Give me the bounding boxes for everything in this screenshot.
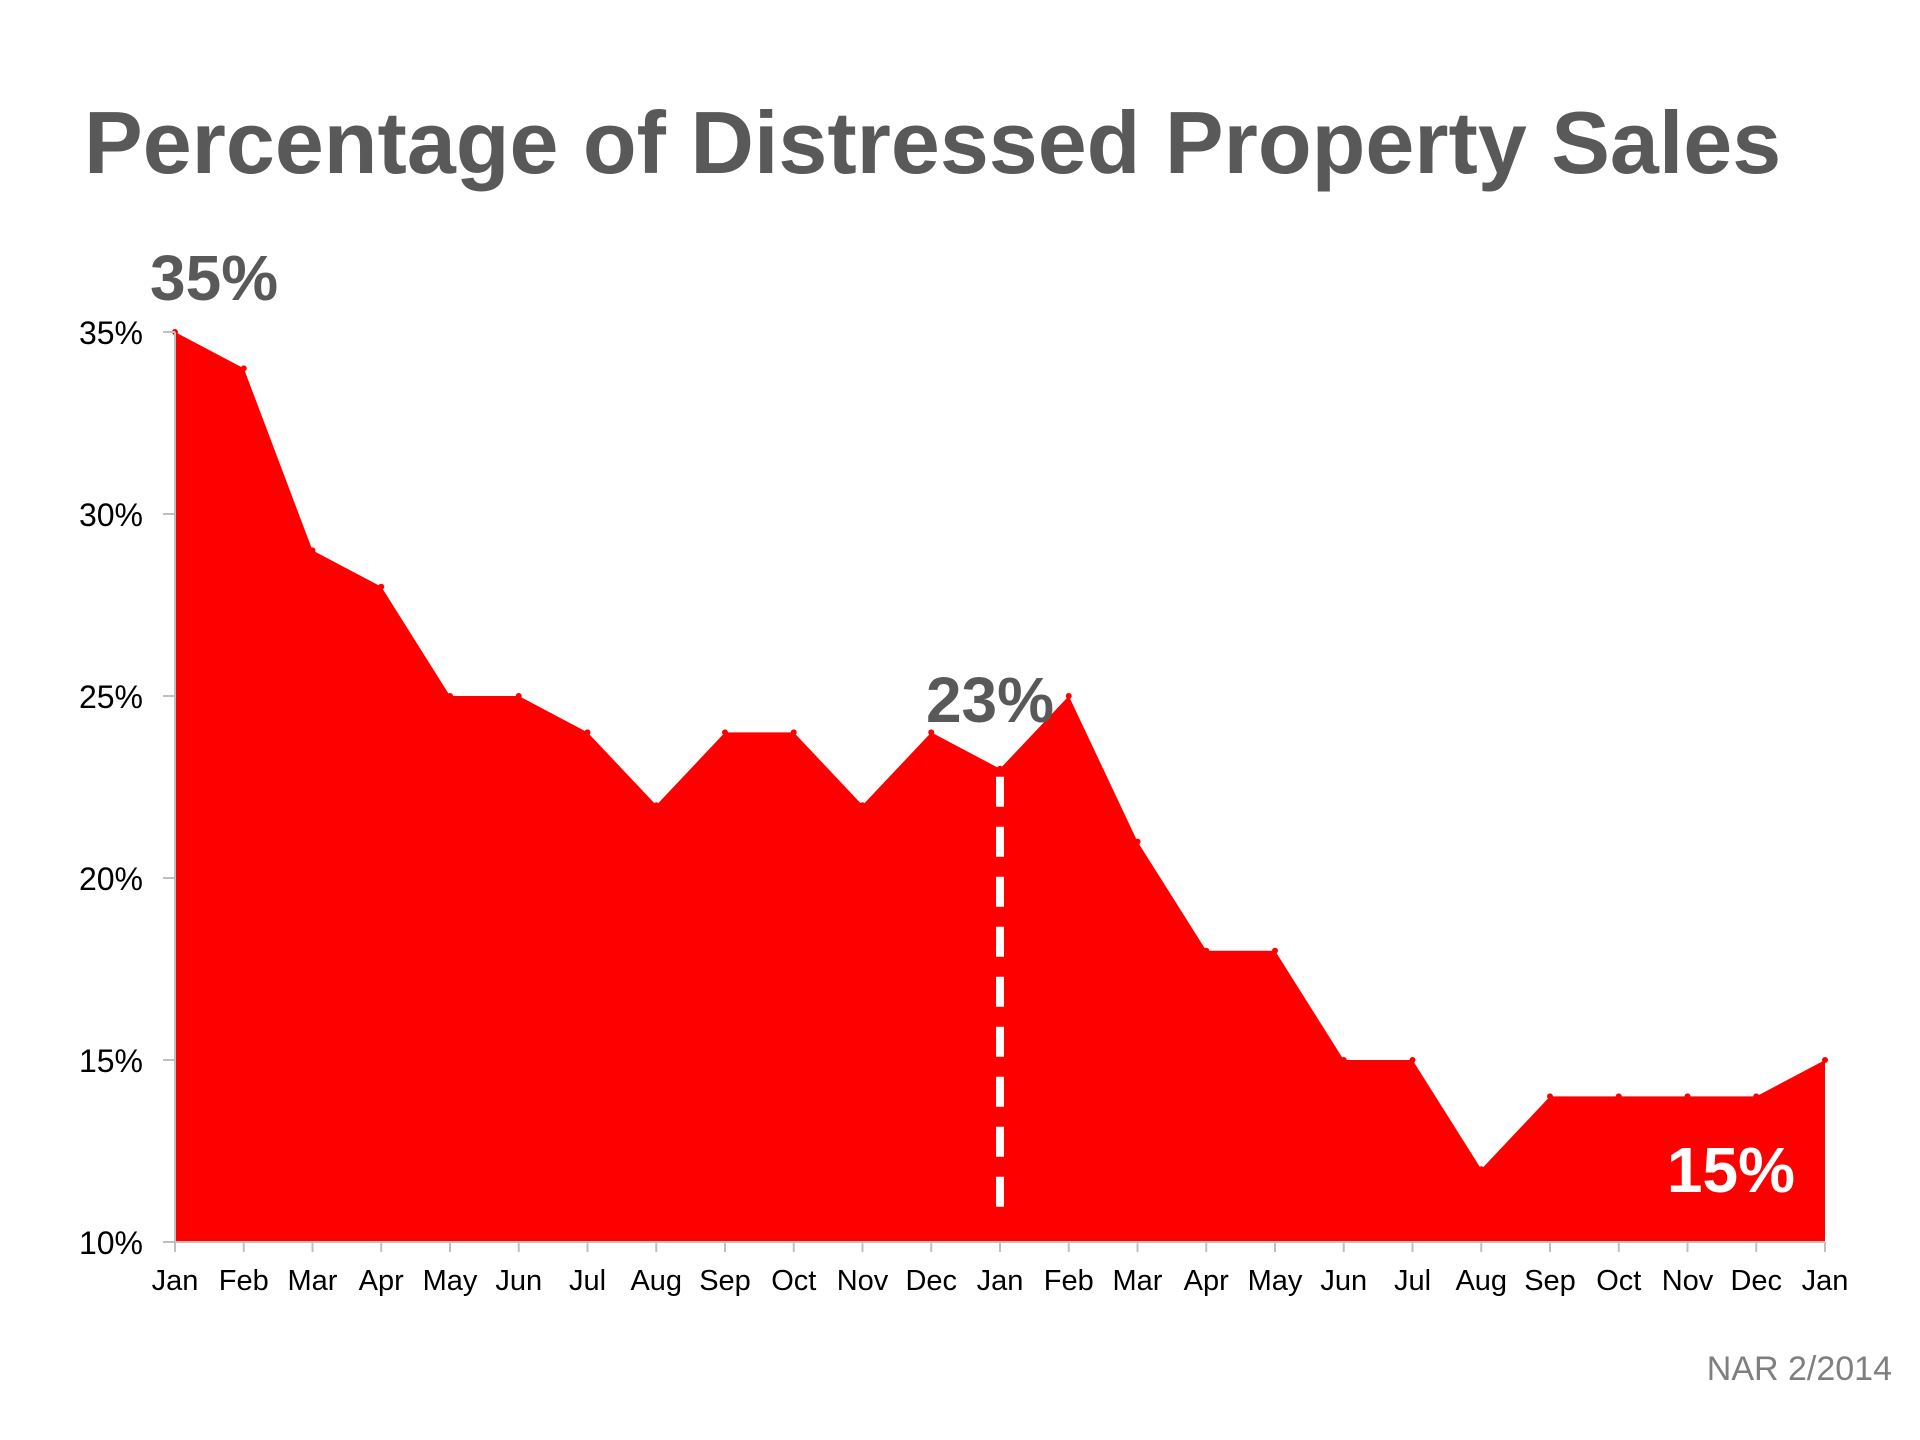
x-tick-label: Apr <box>1184 1265 1229 1297</box>
data-point <box>1272 947 1278 954</box>
data-point <box>515 693 522 699</box>
data-point <box>447 693 453 699</box>
x-tick-label: Jan <box>1802 1265 1849 1297</box>
data-point <box>790 729 797 736</box>
x-tick-label: May <box>1248 1265 1303 1297</box>
data-point <box>1203 947 1210 954</box>
x-tick-label: Mar <box>1113 1265 1163 1297</box>
x-tick-label: Jul <box>569 1265 606 1297</box>
data-point <box>722 729 728 736</box>
data-point <box>309 547 316 554</box>
data-point <box>859 802 866 809</box>
x-tick-label: Oct <box>771 1265 816 1297</box>
data-point <box>928 729 935 736</box>
y-tick-label: 30% <box>79 497 143 533</box>
x-tick-label: May <box>423 1265 478 1297</box>
x-tick-label: Jun <box>495 1265 542 1297</box>
data-point <box>1409 1057 1416 1063</box>
data-point <box>240 365 247 372</box>
data-point <box>1065 693 1072 699</box>
y-tick-label: 15% <box>79 1043 143 1079</box>
data-point <box>584 729 591 736</box>
chart-title: Percentage of Distressed Property Sales <box>84 93 1782 192</box>
y-tick-label: 25% <box>79 679 143 715</box>
x-tick-label: Oct <box>1596 1265 1641 1297</box>
data-point <box>1753 1093 1760 1100</box>
data-point <box>1134 838 1141 845</box>
x-tick-label: Nov <box>837 1265 889 1297</box>
x-tick-label: Feb <box>1044 1265 1094 1297</box>
x-tick-label: Feb <box>219 1265 269 1297</box>
data-point <box>1822 1057 1828 1063</box>
y-tick-label: 20% <box>79 861 143 897</box>
x-tick-label: Dec <box>905 1265 957 1297</box>
source-note: NAR 2/2014 <box>1706 1350 1892 1388</box>
data-label-mid: 23% <box>926 664 1054 736</box>
x-tick-label: Jul <box>1394 1265 1431 1297</box>
data-point <box>997 765 1003 772</box>
x-tick-label: Apr <box>359 1265 404 1297</box>
data-point <box>1340 1057 1347 1063</box>
x-tick-label: Aug <box>630 1265 682 1297</box>
data-point <box>1615 1093 1622 1100</box>
data-point <box>1547 1093 1553 1100</box>
data-point <box>653 802 660 809</box>
x-tick-label: Dec <box>1730 1265 1782 1297</box>
data-label-start: 35% <box>150 242 278 314</box>
x-tick-label: Jun <box>1320 1265 1367 1297</box>
x-tick-label: Aug <box>1455 1265 1507 1297</box>
y-tick-label: 10% <box>79 1225 143 1261</box>
x-tick-label: Jan <box>977 1265 1024 1297</box>
data-point <box>1684 1093 1691 1100</box>
x-tick-label: Nov <box>1662 1265 1714 1297</box>
data-label-end: 15% <box>1667 1134 1795 1206</box>
y-tick-label: 35% <box>79 315 143 351</box>
x-tick-label: Sep <box>699 1265 751 1297</box>
x-tick-label: Jan <box>152 1265 199 1297</box>
data-point <box>378 583 385 590</box>
x-tick-label: Mar <box>288 1265 338 1297</box>
data-point <box>1478 1166 1485 1173</box>
x-tick-label: Sep <box>1524 1265 1576 1297</box>
